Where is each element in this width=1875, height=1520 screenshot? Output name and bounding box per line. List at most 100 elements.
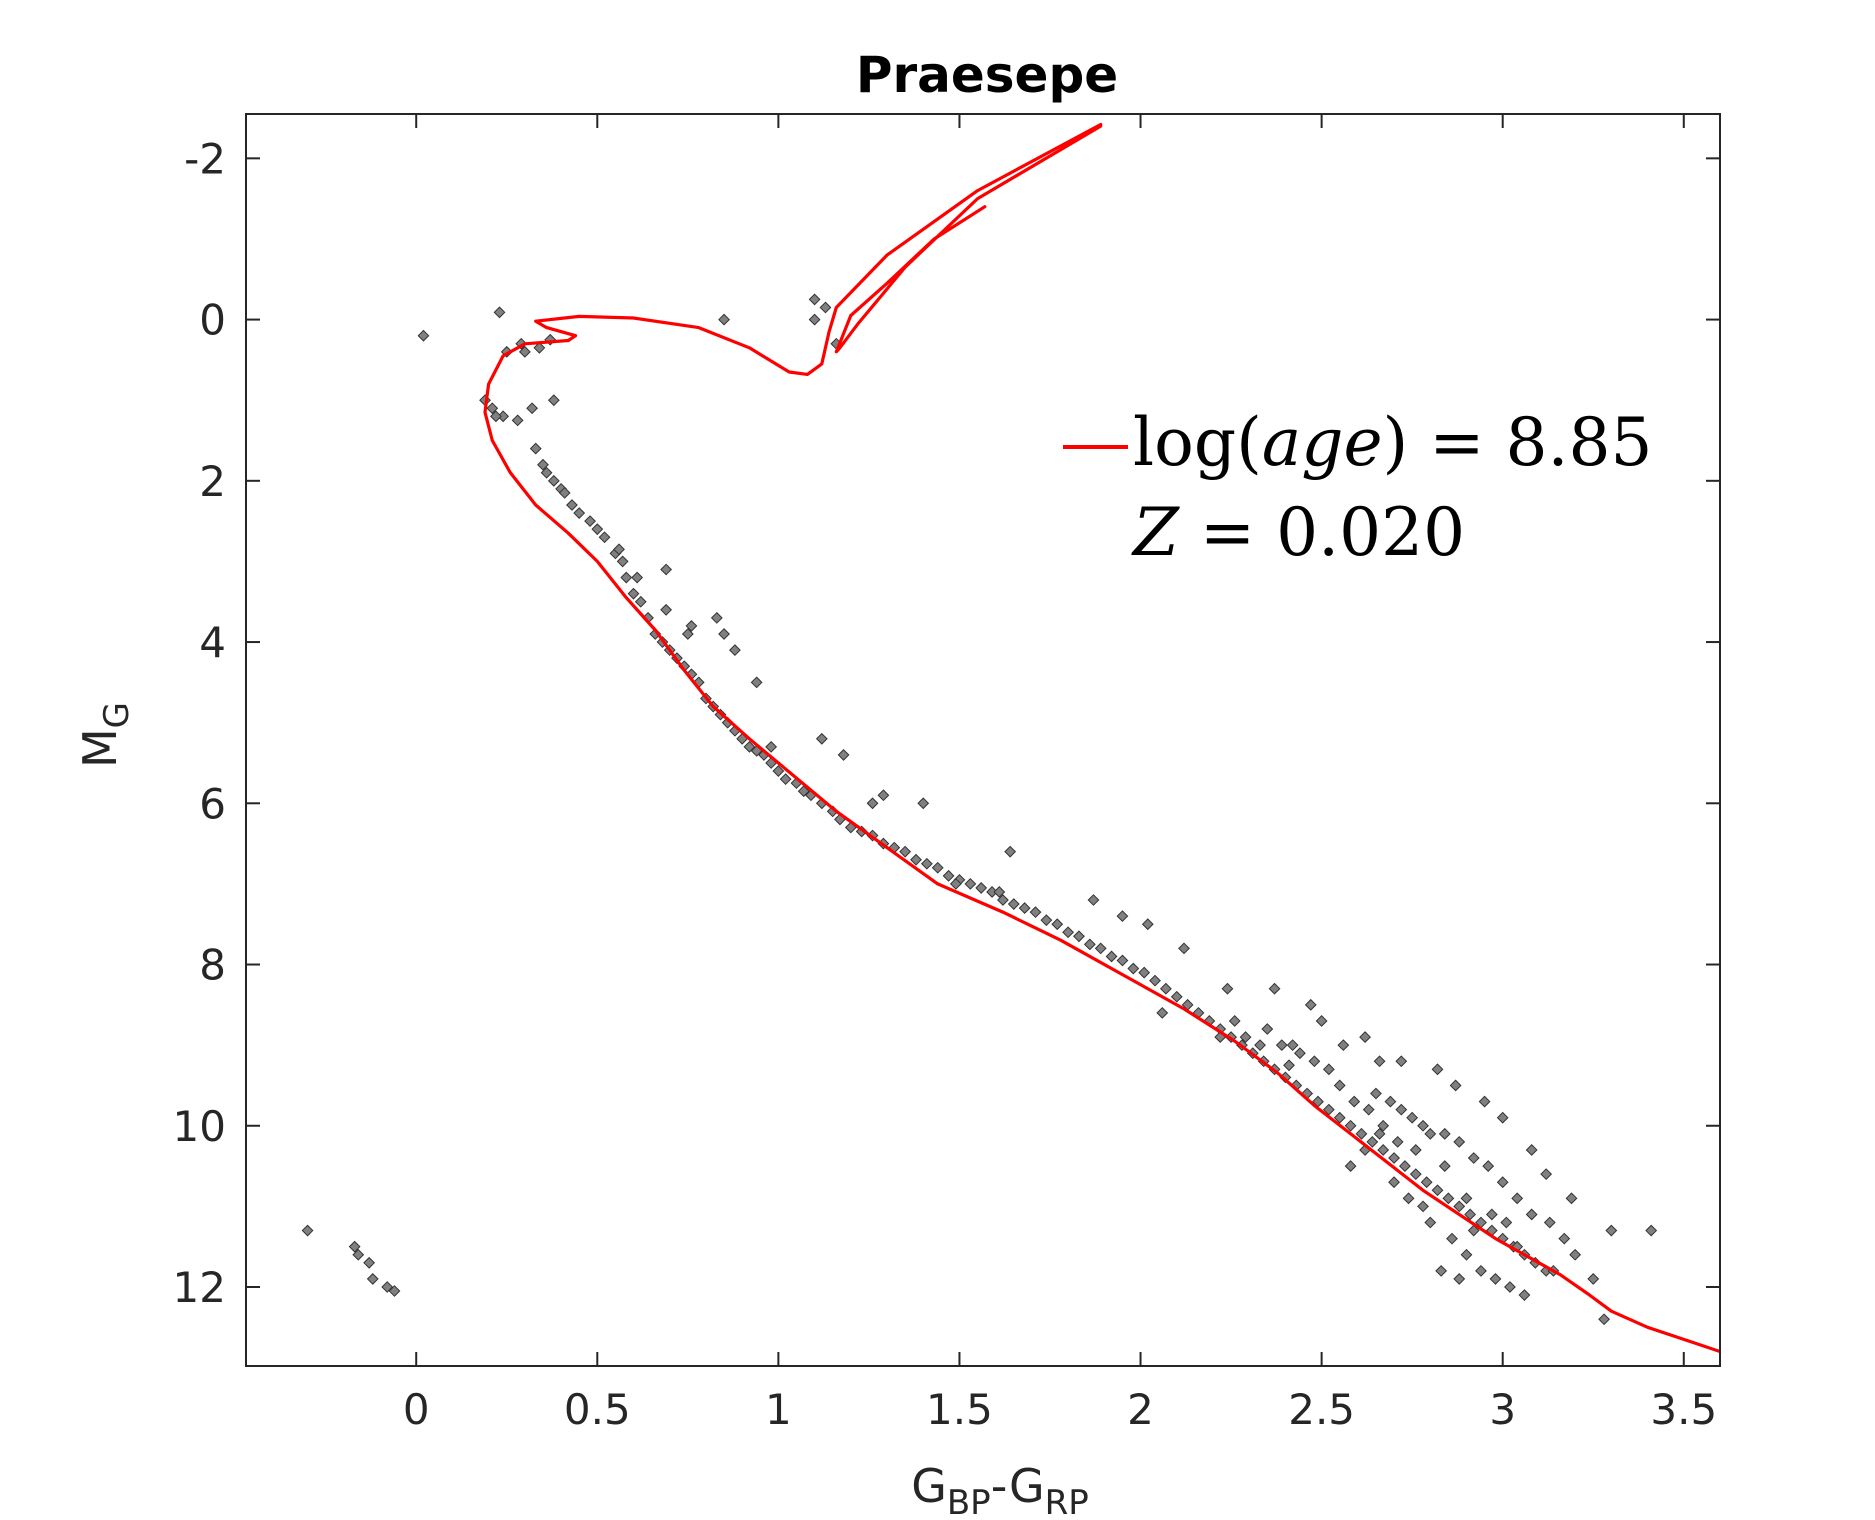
data-point [750,676,763,689]
data-point [910,853,922,866]
data-point [1399,1160,1411,1172]
data-point [1304,998,1317,1011]
data-point [1228,1015,1241,1027]
data-point [1348,1095,1361,1108]
data-point [1355,1127,1368,1140]
data-point [1221,982,1234,995]
legend-age-rest: ) = 8.85 [1383,404,1653,481]
data-point [1094,942,1107,955]
data-point [1453,1200,1466,1213]
data-point [997,894,1009,906]
data-point [634,595,647,608]
data-point [515,337,528,350]
data-point [993,886,1006,898]
legend-age-fn: log( [1133,404,1262,481]
data-point [1402,1192,1415,1205]
data-point [1482,1160,1495,1172]
data-point [500,345,513,358]
data-point [1475,1264,1487,1277]
data-point [529,442,542,455]
data-point [1525,1144,1538,1156]
data-point [1446,1232,1458,1245]
data-point [710,611,723,624]
data-point [1500,1216,1513,1229]
data-point [1442,1192,1455,1205]
data-point [1373,1055,1386,1068]
data-point [566,499,578,511]
data-point [1420,1176,1433,1189]
data-point [1388,1152,1400,1164]
data-point [489,410,502,423]
data-point [1598,1313,1611,1326]
y-tick-label: 0 [199,296,226,345]
data-point [533,341,546,354]
data-point [1116,910,1129,923]
data-point [1315,1015,1328,1027]
data-point [1141,918,1154,931]
data-point [964,877,977,890]
x-label-dash: - [991,1459,1009,1513]
x-tick-label: 0.5 [564,1385,631,1434]
data-point [1333,1079,1346,1092]
data-point [917,797,930,810]
x-tick-label: 2 [1127,1385,1154,1434]
data-point [388,1285,401,1297]
data-point [877,789,890,802]
x-label-g1: G [911,1459,947,1513]
data-point [1605,1224,1618,1237]
data-point [1438,1160,1451,1172]
data-point [899,845,912,858]
data-point [1156,1006,1169,1019]
data-point [1170,990,1183,1003]
data-point [1178,942,1190,955]
data-point [1518,1289,1531,1301]
y-tick-label: 4 [199,618,226,667]
data-point [1373,1127,1386,1140]
data-point [573,507,586,519]
data-point [1395,1055,1408,1068]
data-point [1587,1273,1600,1285]
data-point [808,293,821,306]
legend-age-var: age [1262,404,1383,481]
data-point [1159,982,1172,995]
data-point [808,313,821,326]
data-point [1322,1103,1335,1116]
data-point [1127,962,1140,975]
data-point [1062,926,1075,939]
data-point [920,857,933,870]
data-point [765,740,778,753]
data-point [718,628,730,640]
data-point [1366,1135,1379,1148]
data-point [1417,1200,1429,1213]
data-point [616,555,629,568]
data-point [1261,1023,1274,1035]
data-point [584,515,596,528]
data-point [1424,1127,1437,1140]
data-point [1087,894,1100,906]
data-point [1344,1119,1357,1132]
data-point [772,765,785,777]
data-point [1438,1127,1451,1140]
x-tick-label: 0 [403,1385,430,1434]
data-point [417,329,430,342]
y-axis-label: MG [73,702,137,768]
data-point [1007,898,1020,910]
x-label-sub-bp: BP [947,1483,991,1520]
data-point [1435,1264,1448,1277]
data-point [598,531,611,544]
data-point [486,402,499,415]
data-point [1496,1111,1509,1124]
legend-label-metallicity: Z = 0.020 [1131,494,1465,571]
data-point [975,882,988,894]
plot-area: 0 0.5 1 1.5 2 2.5 3 3.5 -2 0 2 4 6 8 10 12 [173,113,1721,1434]
data-point [743,740,756,753]
data-point [558,486,571,499]
data-point [1464,1208,1477,1221]
data-point [1083,938,1096,951]
data-point [1029,906,1042,919]
data-point [681,628,694,640]
data-point [931,861,944,874]
data-point [1105,950,1118,963]
y-tick-label: 2 [199,457,226,506]
